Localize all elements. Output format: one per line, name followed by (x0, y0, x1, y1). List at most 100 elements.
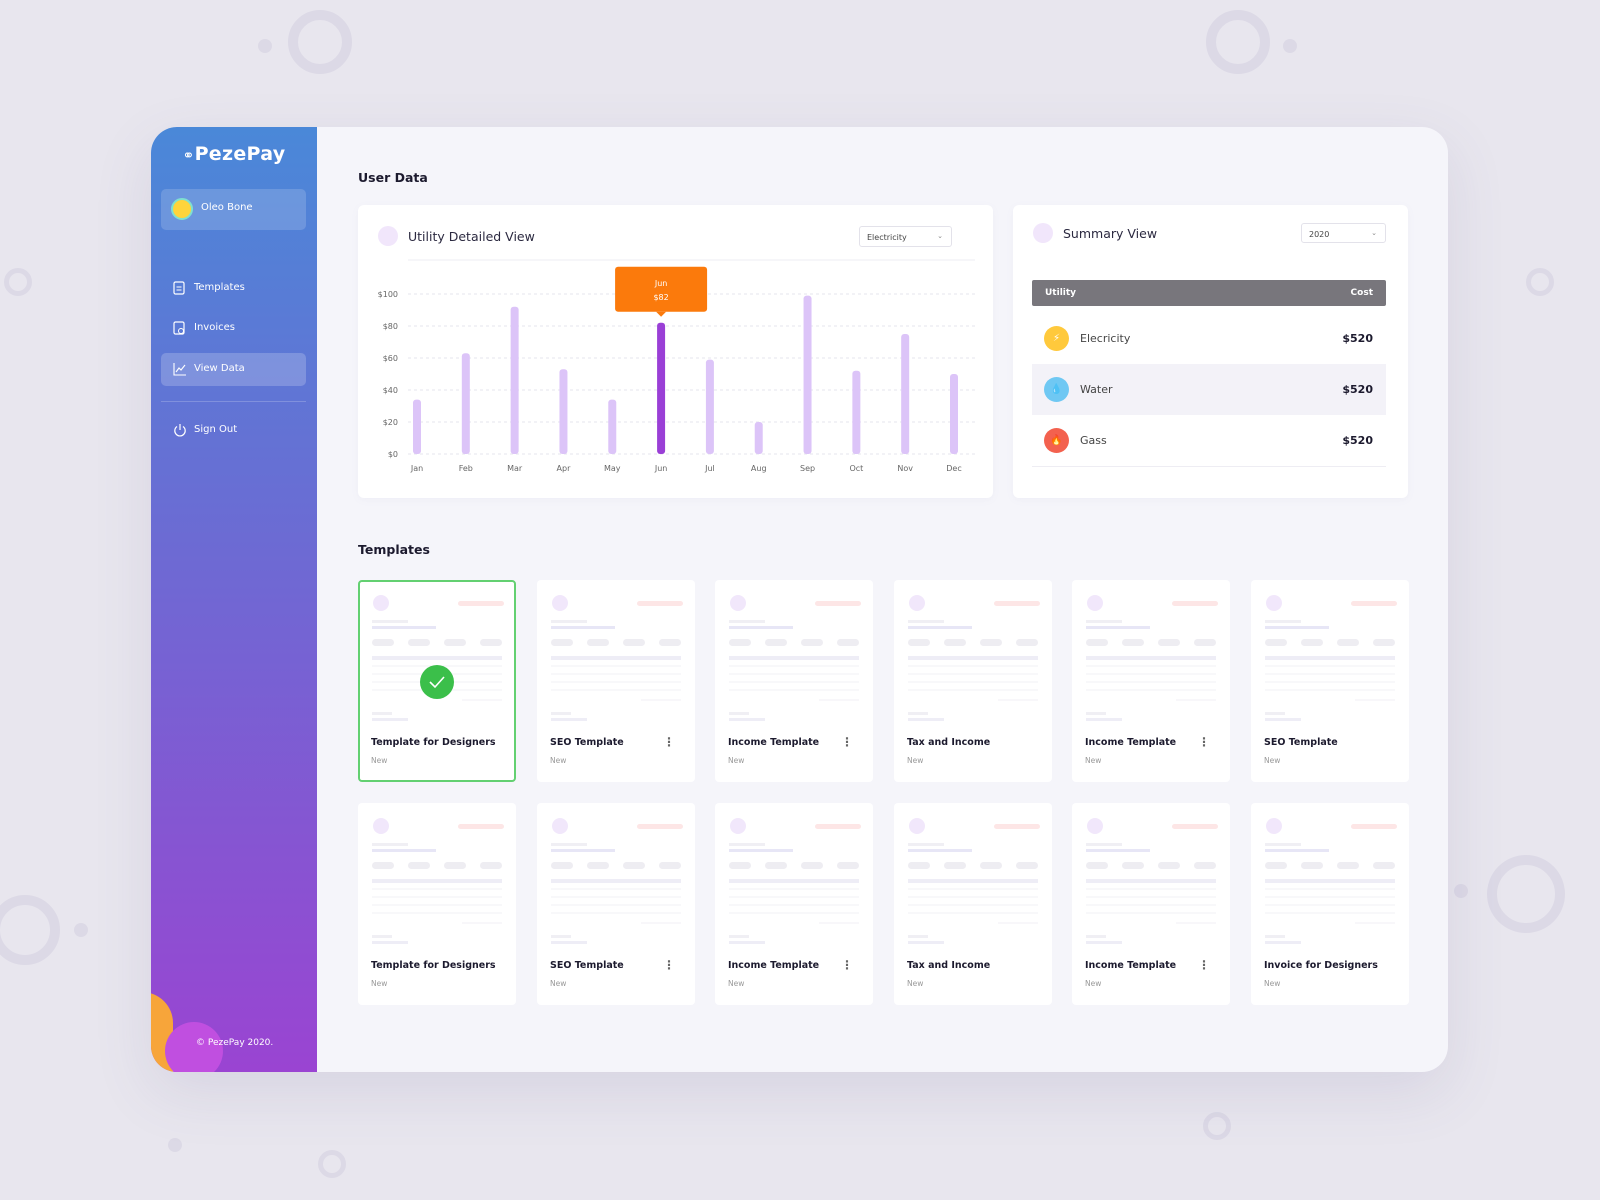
template-card[interactable]: Income Template New ⋮ (1072, 803, 1230, 1005)
card-menu[interactable]: ⋮ (1198, 958, 1210, 972)
placeholder (1158, 862, 1180, 869)
card-menu[interactable]: ⋮ (841, 958, 853, 972)
template-preview (372, 818, 504, 944)
placeholder (908, 849, 972, 852)
template-card[interactable]: SEO Template New (1251, 580, 1409, 782)
template-card[interactable]: Tax and Income New (894, 580, 1052, 782)
bar (705, 359, 714, 454)
card-menu[interactable]: ⋮ (841, 735, 853, 749)
template-card[interactable]: Income Template New ⋮ (715, 803, 873, 1005)
placeholder (372, 712, 392, 715)
template-name: SEO Template (550, 737, 624, 748)
x-tick-label: Aug (751, 464, 767, 473)
table-row[interactable]: ⚡ Elecricity $520 (1032, 313, 1386, 365)
decoration (0, 895, 60, 965)
placeholder (908, 843, 944, 846)
x-tick-label: Jan (410, 464, 423, 473)
placeholder (908, 626, 972, 629)
nav-item[interactable]: View Data (161, 353, 306, 386)
placeholder (480, 639, 502, 646)
placeholder (729, 656, 859, 660)
bar (413, 399, 421, 454)
placeholder (908, 656, 1038, 660)
nav-icon (173, 321, 185, 335)
placeholder (1265, 879, 1395, 883)
placeholder (908, 718, 944, 721)
y-tick-label: $60 (383, 354, 398, 363)
placeholder (1086, 849, 1150, 852)
year-dropdown[interactable]: 2020 ⌄ (1301, 223, 1386, 243)
template-card[interactable]: Income Template New ⋮ (715, 580, 873, 782)
bar-chart: $0 $20 $40 $60 $80 $100 Jan Feb Mar Apr May Jun Jun $… (378, 259, 975, 473)
placeholder (623, 862, 645, 869)
template-card[interactable]: Template for Designers New (358, 580, 516, 782)
placeholder (1373, 862, 1395, 869)
x-tick-label: Jul (704, 464, 715, 473)
x-tick-label: Mar (507, 464, 523, 473)
divider (161, 401, 306, 402)
sidebar: ⚭PezePay Oleo Bone Templates Invoices Vi… (151, 127, 317, 1072)
placeholder (909, 595, 925, 611)
placeholder (944, 639, 966, 646)
placeholder (1086, 935, 1106, 938)
nav-item[interactable]: Templates (161, 272, 306, 305)
placeholder (458, 601, 504, 606)
placeholder (1351, 824, 1397, 829)
nav-label: Sign Out (194, 424, 238, 435)
card-menu[interactable]: ⋮ (663, 958, 675, 972)
placeholder (765, 639, 787, 646)
template-card[interactable]: Tax and Income New (894, 803, 1052, 1005)
placeholder (1266, 818, 1282, 834)
template-preview (551, 818, 683, 944)
placeholder (372, 639, 394, 646)
placeholder (480, 862, 502, 869)
placeholder (551, 620, 587, 623)
x-tick-label: Oct (849, 464, 863, 473)
nav-item[interactable]: Invoices (161, 312, 306, 345)
utility-name: Elecricity (1080, 332, 1131, 345)
decoration (258, 39, 272, 53)
template-status: New (907, 756, 924, 765)
nav-item[interactable]: Sign Out (161, 414, 306, 447)
template-card[interactable]: Template for Designers New (358, 803, 516, 1005)
placeholder (1265, 862, 1287, 869)
user-box[interactable]: Oleo Bone (161, 189, 306, 230)
placeholder (637, 824, 683, 829)
placeholder (729, 862, 751, 869)
brand-logo[interactable]: ⚭PezePay (182, 143, 286, 165)
nav-icon (173, 281, 185, 295)
placeholder (372, 656, 502, 660)
y-tick-label: $0 (388, 450, 398, 459)
placeholder (458, 824, 504, 829)
table-row[interactable]: 🔥 Gass $520 (1032, 415, 1386, 467)
decoration (168, 1138, 182, 1152)
placeholder (801, 862, 823, 869)
template-card[interactable]: Invoice for Designers New (1251, 803, 1409, 1005)
avatar (171, 198, 193, 220)
template-card[interactable]: SEO Template New ⋮ (537, 803, 695, 1005)
placeholder (837, 862, 859, 869)
utility-name: Gass (1080, 434, 1107, 447)
template-name: Template for Designers (371, 737, 496, 748)
card-menu[interactable]: ⋮ (663, 735, 675, 749)
template-status: New (1085, 979, 1102, 988)
placeholder (1086, 656, 1216, 660)
template-card[interactable]: SEO Template New ⋮ (537, 580, 695, 782)
template-status: New (371, 756, 388, 765)
placeholder (729, 941, 765, 944)
nav-icon (173, 363, 186, 376)
placeholder (551, 712, 571, 715)
placeholder (373, 595, 389, 611)
placeholder (1122, 862, 1144, 869)
placeholder (729, 843, 765, 846)
filter-dropdown[interactable]: Electricity ⌄ (859, 226, 952, 247)
x-tick-label: Sep (800, 464, 815, 473)
user-name: Oleo Bone (201, 202, 253, 213)
card-menu[interactable]: ⋮ (1198, 735, 1210, 749)
table-row[interactable]: 💧 Water $520 (1032, 364, 1386, 415)
template-card[interactable]: Income Template New ⋮ (1072, 580, 1230, 782)
placeholder (551, 626, 615, 629)
placeholder (551, 718, 587, 721)
placeholder (372, 862, 394, 869)
template-preview (1086, 818, 1218, 944)
